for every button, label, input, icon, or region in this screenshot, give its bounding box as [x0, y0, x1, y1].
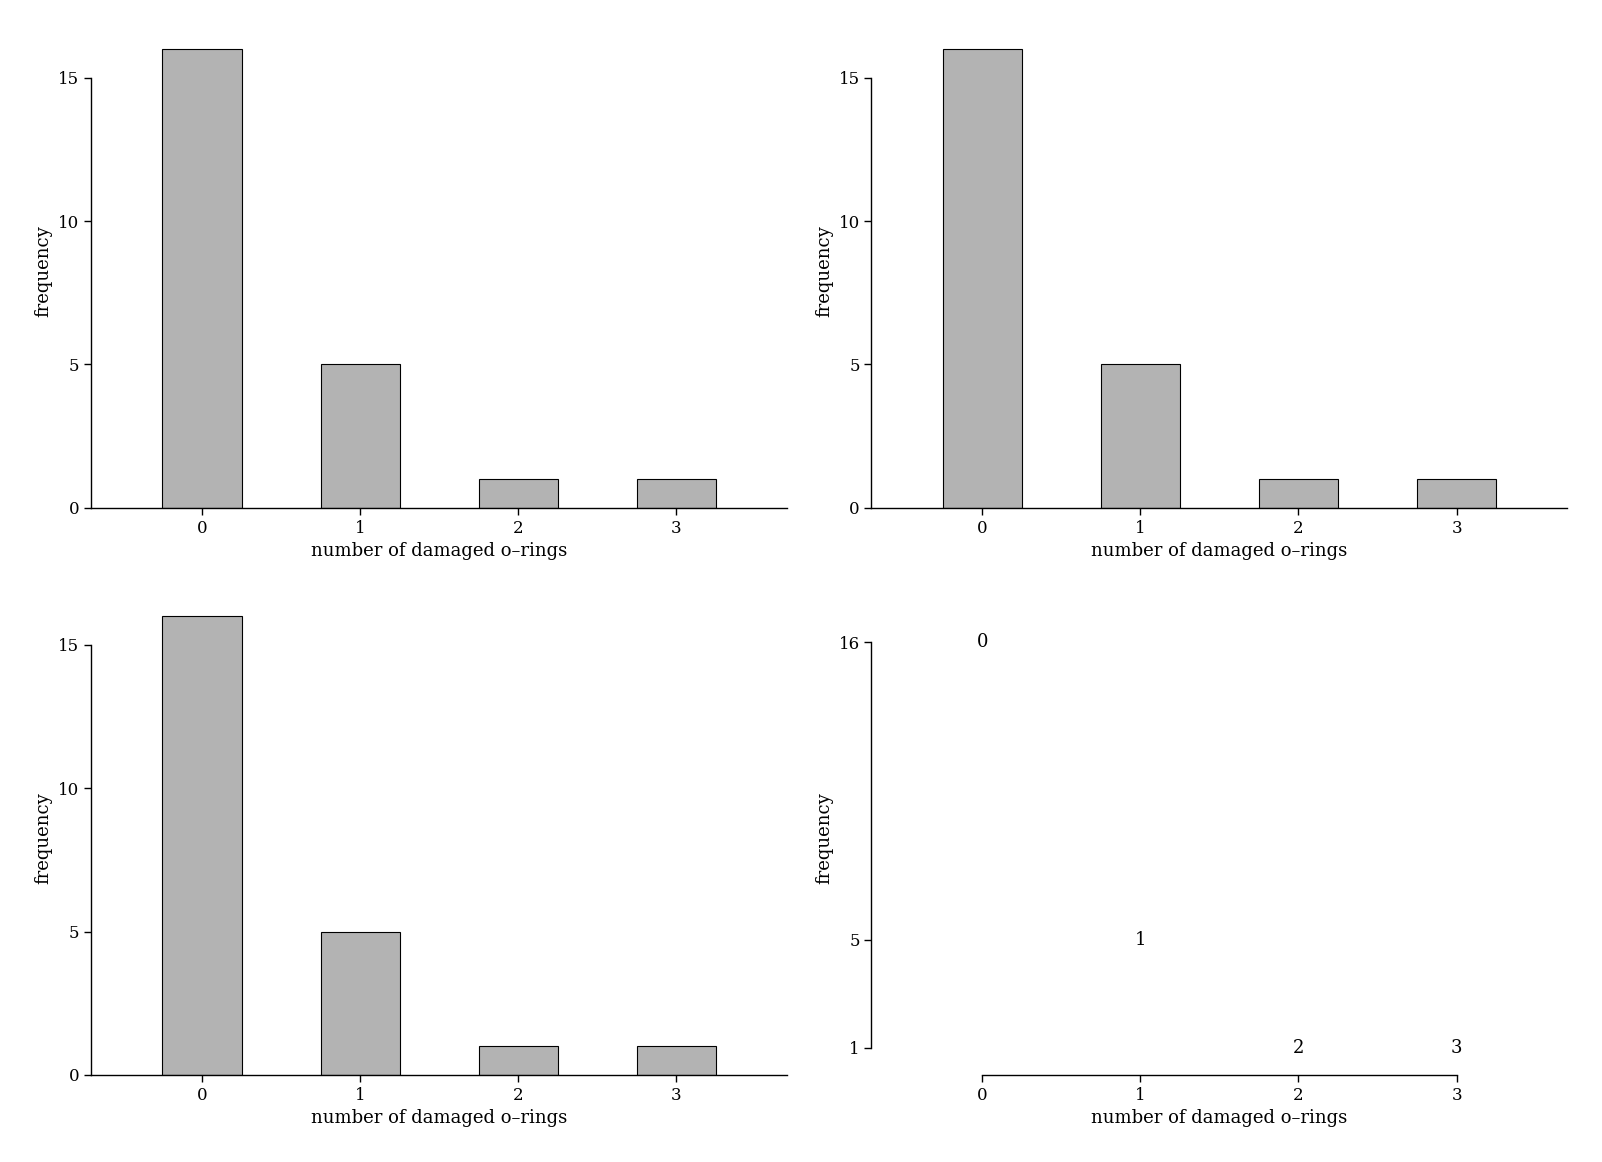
X-axis label: number of damaged o–rings: number of damaged o–rings: [1091, 1110, 1347, 1127]
Y-axis label: frequency: frequency: [35, 225, 53, 317]
Bar: [1418, 479, 1496, 508]
Bar: [162, 49, 242, 508]
Y-axis label: frequency: frequency: [815, 225, 833, 317]
Bar: [479, 1046, 557, 1075]
Text: 3: 3: [1451, 1039, 1463, 1057]
Bar: [320, 932, 399, 1075]
Bar: [1259, 479, 1338, 508]
Y-axis label: frequency: frequency: [35, 792, 53, 884]
Bar: [162, 616, 242, 1075]
Bar: [638, 479, 716, 508]
Bar: [638, 1046, 716, 1075]
Text: 0: 0: [977, 633, 988, 652]
X-axis label: number of damaged o–rings: number of damaged o–rings: [1091, 543, 1347, 560]
Bar: [942, 49, 1022, 508]
Bar: [1101, 365, 1179, 508]
Text: 2: 2: [1293, 1039, 1304, 1057]
Bar: [479, 479, 557, 508]
Bar: [320, 365, 399, 508]
X-axis label: number of damaged o–rings: number of damaged o–rings: [311, 1110, 567, 1127]
Text: 1: 1: [1134, 931, 1145, 948]
X-axis label: number of damaged o–rings: number of damaged o–rings: [311, 543, 567, 560]
Y-axis label: frequency: frequency: [815, 792, 833, 884]
